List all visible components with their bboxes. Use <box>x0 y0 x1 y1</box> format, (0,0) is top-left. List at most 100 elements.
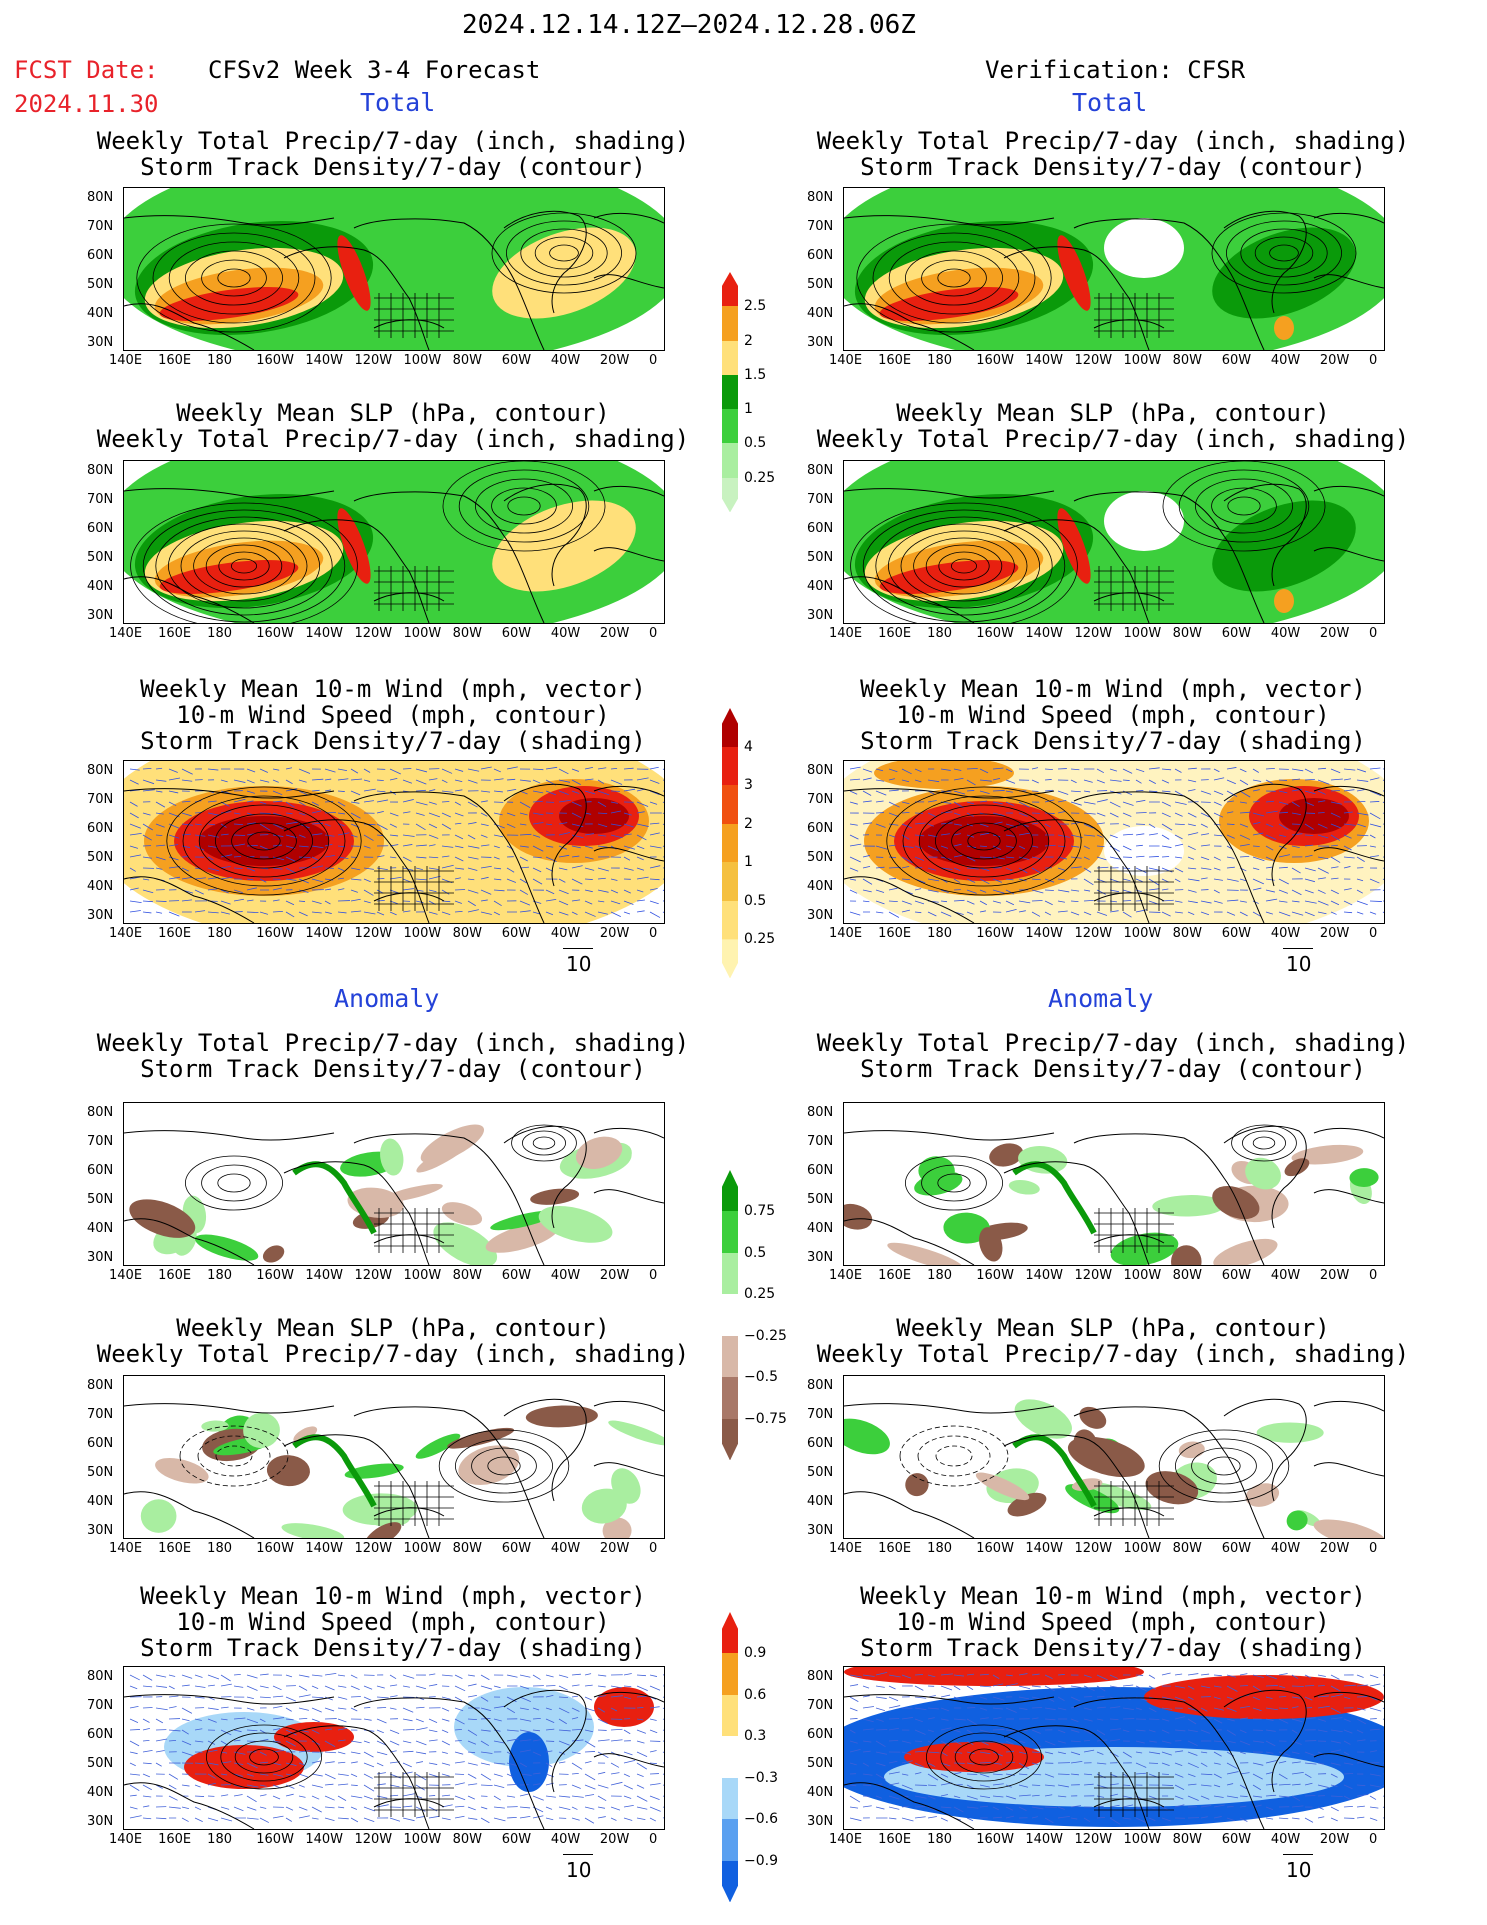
wind-vector <box>636 811 645 814</box>
wind-vector <box>233 867 243 869</box>
wind-vector <box>610 878 618 881</box>
wind-vector <box>233 898 244 902</box>
wind-vector <box>1005 1761 1015 1764</box>
lon-tick-label: 160W <box>256 353 294 368</box>
wind-vector <box>1317 1718 1326 1722</box>
wind-vector <box>142 911 152 914</box>
lon-tick-label: 120W <box>354 353 393 368</box>
wind-vector <box>129 845 139 849</box>
lat-tick-label: 80N <box>87 1669 114 1684</box>
wind-vector <box>259 1817 269 1823</box>
wind-vector <box>181 876 192 880</box>
wind-vector <box>207 1782 216 1786</box>
wind-vector <box>1265 1771 1273 1775</box>
wind-vector <box>337 1761 346 1764</box>
anomaly-shading-region <box>1291 1144 1364 1165</box>
wind-vector <box>1083 812 1096 815</box>
wind-vector <box>597 867 609 872</box>
wind-vector <box>1161 801 1171 807</box>
wind-vector <box>545 1707 552 1711</box>
wind-vector <box>1096 1817 1106 1819</box>
wind-vector <box>979 1773 990 1778</box>
wind-vector <box>953 1718 966 1721</box>
wind-vector <box>966 1784 975 1789</box>
wind-vector <box>966 1751 975 1755</box>
lon-tick-label: 100W <box>1123 926 1162 941</box>
wind-vector <box>493 867 502 870</box>
wind-vector <box>142 767 152 770</box>
wind-vector <box>979 1761 992 1764</box>
wind-vector <box>623 1751 633 1756</box>
coastline <box>593 786 664 797</box>
wind-vector <box>181 800 191 803</box>
wind-vector <box>168 801 177 807</box>
colorbar-tick-label: 0.3 <box>744 1728 767 1745</box>
coastline <box>503 1689 587 1793</box>
wind-vector <box>1200 900 1212 904</box>
wind-vector <box>1174 1784 1185 1790</box>
lon-tick-label: 20W <box>599 926 630 941</box>
wind-vector <box>402 1793 415 1797</box>
wind-vector <box>532 800 543 803</box>
wind-vector <box>888 812 899 817</box>
lon-tick-label: 40W <box>550 1832 581 1847</box>
lon-tick-label: 140E <box>109 1541 143 1556</box>
wind-vector <box>155 823 165 828</box>
wind-vector <box>337 867 345 872</box>
wind-vector <box>129 801 138 807</box>
wind-vector <box>1265 1806 1274 1811</box>
lon-tick-label: 20W <box>599 353 630 368</box>
contour-line <box>197 1435 271 1477</box>
wind-vector <box>311 865 324 869</box>
wind-vector <box>1018 1794 1031 1797</box>
wind-vector <box>1083 1749 1095 1753</box>
wind-vector <box>1005 790 1013 793</box>
wind-vector <box>129 1685 138 1690</box>
contour-line <box>506 220 623 286</box>
wind-vector <box>610 1806 621 1811</box>
wind-vector <box>927 1762 936 1767</box>
lat-tick-label: 60N <box>807 1163 834 1178</box>
reference-vector-label: 10 <box>1286 1858 1312 1882</box>
wind-vector <box>298 790 308 796</box>
wind-vector <box>1304 911 1315 917</box>
wind-vector <box>1317 889 1326 894</box>
wind-vector <box>1187 1751 1198 1756</box>
lon-tick-label: 160W <box>976 926 1014 941</box>
wind-vector <box>1369 845 1376 848</box>
wind-vector <box>1330 1784 1338 1787</box>
wind-vector <box>966 1762 975 1765</box>
wind-vector <box>389 1707 397 1710</box>
wind-vector <box>194 889 204 895</box>
wind-vector <box>402 1762 412 1768</box>
wind-vector <box>862 1695 870 1698</box>
wind-vector <box>862 822 873 825</box>
wind-vector <box>1057 1784 1069 1788</box>
wind-vector <box>454 900 462 904</box>
anomaly-shading-region <box>262 1245 285 1263</box>
wind-vector <box>1356 1784 1366 1787</box>
wind-vector <box>1187 1696 1194 1700</box>
wind-vector <box>558 878 566 883</box>
contour-line <box>215 1445 253 1467</box>
wind-vector <box>532 867 542 873</box>
colorbar-swatch <box>722 1777 738 1820</box>
wind-vector <box>597 911 608 915</box>
wind-vector <box>376 1751 388 1756</box>
wind-vector <box>849 778 861 781</box>
wind-vector <box>493 845 500 849</box>
wind-vector <box>1304 778 1315 781</box>
storm-density-region <box>199 816 329 866</box>
wind-vector <box>480 766 492 770</box>
anomaly-shading-region <box>485 1222 559 1253</box>
wind-vector <box>480 1784 493 1787</box>
lon-tick-label: 20W <box>599 1268 630 1283</box>
wind-vector <box>1161 911 1171 917</box>
wind-vector <box>1135 1707 1142 1711</box>
wind-vector <box>584 1761 592 1764</box>
panel-title-line: Weekly Total Precip/7-day (inch, shading… <box>96 425 690 453</box>
wind-vector <box>979 1707 988 1711</box>
wind-vector <box>1239 1751 1246 1755</box>
wind-vector <box>1356 856 1365 862</box>
wind-vector <box>1044 1817 1054 1824</box>
